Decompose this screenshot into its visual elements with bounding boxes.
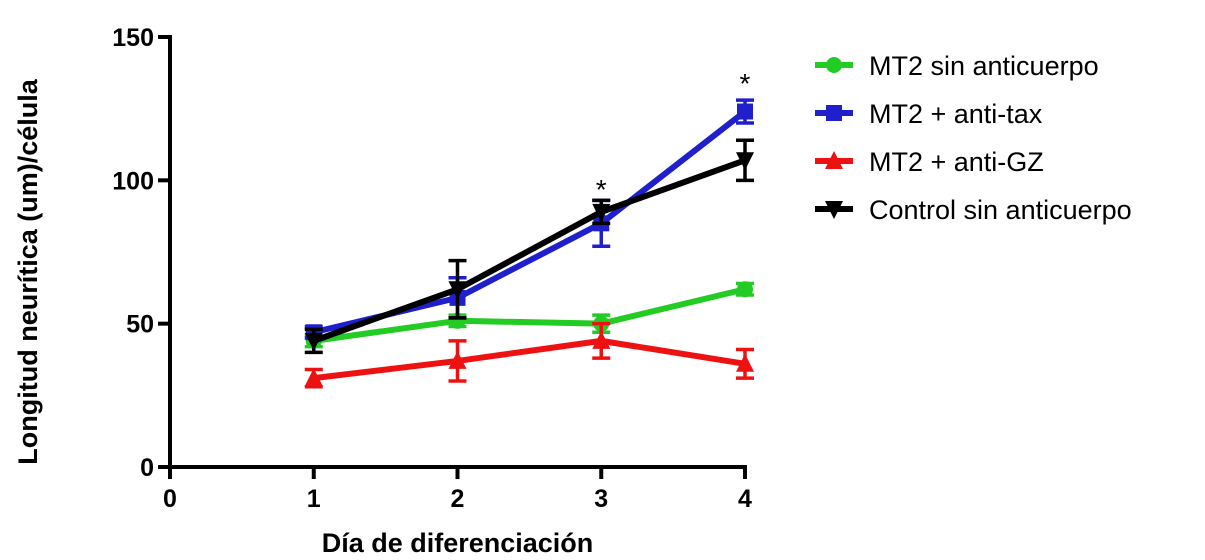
legend: MT2 sin anticuerpo MT2 + anti-tax MT2 + an… (815, 51, 1132, 225)
series-line (313, 337, 746, 382)
data-point (304, 368, 323, 387)
annotation-layer: ** (596, 68, 751, 205)
data-point (592, 203, 611, 222)
legend-swatch-marker (826, 105, 842, 121)
x-tick-label: 4 (738, 485, 752, 513)
x-axis-title: Día de diferenciación (322, 528, 594, 558)
axes (168, 35, 747, 469)
y-tick-label: 150 (112, 24, 154, 52)
legend-item-mt2-anti-gz: MT2 + anti-GZ (815, 147, 1044, 177)
data-point (736, 353, 754, 372)
x-tick-label: 3 (594, 485, 608, 513)
series-mt2-anti-gz (304, 321, 754, 389)
legend-label: MT2 sin anticuerpo (869, 51, 1099, 81)
legend-item-mt2-anti-tax: MT2 + anti-tax (815, 99, 1043, 129)
legend-label: MT2 + anti-GZ (869, 147, 1044, 177)
legend-swatch-marker (826, 57, 842, 73)
series-line (312, 157, 747, 344)
significance-mark: * (740, 68, 751, 99)
series-line (313, 109, 747, 336)
legend-swatch-marker (825, 151, 843, 169)
x-tick-label: 0 (163, 485, 177, 513)
series-line (313, 286, 746, 344)
data-point (737, 103, 753, 120)
legend-item-control-sin-anticuerpo: Control sin anticuerpo (815, 195, 1132, 225)
x-tick-label: 2 (451, 485, 465, 513)
series-mt2-sin-anticuerpo (304, 281, 754, 349)
legend-label: MT2 + anti-tax (869, 99, 1043, 129)
y-tick-label: 50 (126, 311, 154, 339)
x-tick-label: 1 (307, 485, 321, 513)
series-layer (304, 98, 754, 389)
series-control-sin-anticuerpo (304, 138, 754, 355)
legend-item-mt2-sin-anticuerpo: MT2 sin anticuerpo (815, 51, 1099, 81)
data-point (304, 332, 323, 351)
data-point (592, 330, 611, 349)
y-tick-label: 100 (112, 167, 154, 195)
data-point (737, 281, 753, 298)
y-axis-title: Longitud neurítica (um)/célula (13, 78, 43, 464)
data-point (448, 350, 467, 369)
legend-swatch-marker (825, 201, 843, 219)
tick-group: 0 50 100 150 0 1 2 3 4 (112, 24, 752, 513)
y-tick-label: 0 (140, 454, 154, 482)
data-point (448, 281, 467, 300)
significance-mark: * (596, 174, 607, 205)
legend-label: Control sin anticuerpo (869, 195, 1132, 225)
data-point (736, 152, 754, 171)
